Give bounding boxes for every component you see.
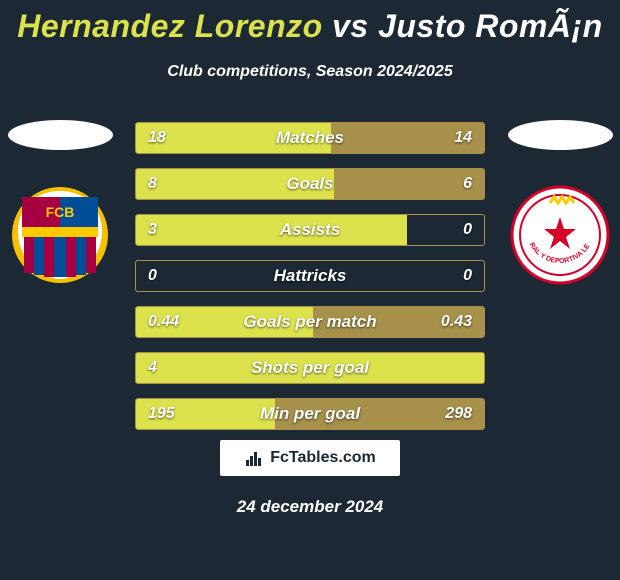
player1-column: FCB [0,120,120,285]
stats-bars-container: 18Matches148Goals63Assists00Hattricks00.… [135,122,485,444]
player1-name: Hernandez Lorenzo [17,8,322,44]
stat-row: 195Min per goal298 [135,398,485,430]
stat-row: 18Matches14 [135,122,485,154]
stat-row: 3Assists0 [135,214,485,246]
comparison-date: 24 december 2024 [0,497,620,517]
vs-separator: vs [323,8,378,44]
stat-row: 0Hattricks0 [135,260,485,292]
stat-row: 8Goals6 [135,168,485,200]
stat-fill-left [136,399,275,429]
stat-row: 0.44Goals per match0.43 [135,306,485,338]
stat-fill-right [275,399,484,429]
stat-fill-left [136,169,334,199]
fcb-crest-icon: FCB [10,185,110,285]
stat-fill-right [334,169,484,199]
leonesa-crest-icon: CULTURAL Y DEPORTIVA LEONESA [510,185,610,285]
stat-value-right: 0 [451,215,484,245]
stat-value-left: 0 [136,261,169,291]
stat-label: Hattricks [136,261,484,291]
svg-text:FCB: FCB [46,204,75,220]
fctables-logo-icon [244,448,264,468]
stat-value-right: 0 [451,261,484,291]
subtitle: Club competitions, Season 2024/2025 [0,63,620,81]
stat-fill-right [331,123,484,153]
stat-fill-left [136,307,313,337]
fctables-text: FcTables.com [270,449,376,467]
stat-fill-right [313,307,484,337]
player1-photo-placeholder [8,120,113,150]
fctables-watermark: FcTables.com [220,440,400,476]
player2-club-badge: CULTURAL Y DEPORTIVA LEONESA [510,185,610,285]
stat-fill-left [136,215,407,245]
stat-row: 4Shots per goal [135,352,485,384]
player2-name: Justo RomÃ¡n [378,8,603,44]
player1-club-badge: FCB [10,185,110,285]
player2-photo-placeholder [508,120,613,150]
stat-fill-left [136,123,331,153]
player2-column: CULTURAL Y DEPORTIVA LEONESA [500,120,620,285]
comparison-title: Hernandez Lorenzo vs Justo RomÃ¡n [0,0,620,45]
stat-fill-left [136,353,484,383]
